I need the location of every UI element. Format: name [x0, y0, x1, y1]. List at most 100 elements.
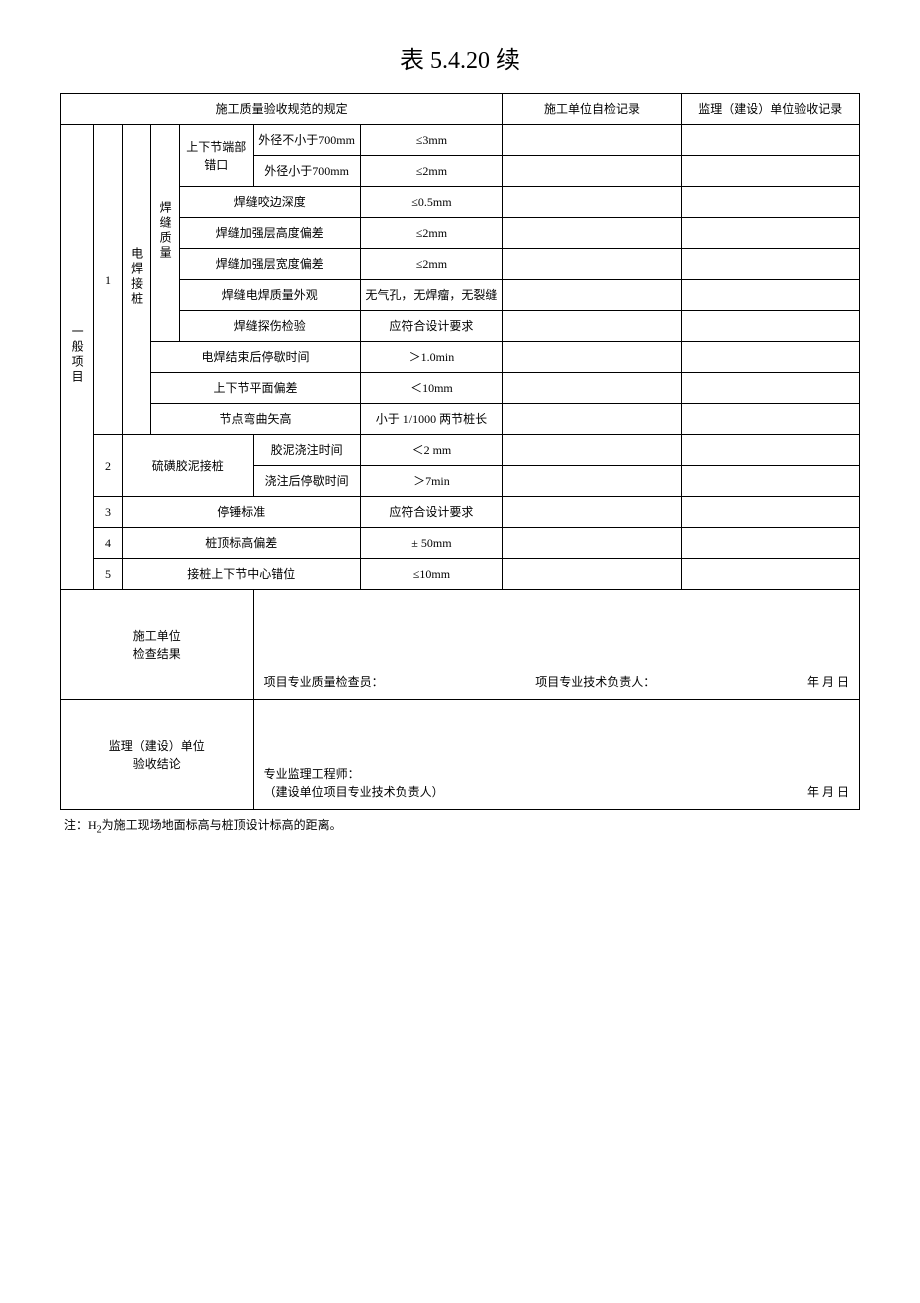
cell-val: 无气孔，无焊瘤，无裂缝 [360, 280, 503, 311]
footer1-date: 年 月 日 [807, 673, 849, 691]
cell-super [681, 280, 859, 311]
footer-contractor: 施工单位 检查结果 项目专业质量检查员： 项目专业技术负责人： 年 月 日 [61, 590, 860, 700]
cell-val: ＞1.0min [360, 342, 503, 373]
footer1-sig1: 项目专业质量检查员： [264, 673, 384, 691]
footer-supervisor: 监理（建设）单位 验收结论 专业监理工程师： （建设单位项目专业技术负责人） 年… [61, 700, 860, 810]
cell-self [503, 249, 681, 280]
offset-group: 上下节端部错口 [179, 125, 253, 187]
cell-self [503, 156, 681, 187]
cell-self [503, 435, 681, 466]
cell-val: ＜2 mm [360, 435, 503, 466]
cell-val: ＜10mm [360, 373, 503, 404]
cell-val: ≤2mm [360, 156, 503, 187]
table-row: 焊缝电焊质量外观 无气孔，无焊瘤，无裂缝 [61, 280, 860, 311]
cell-self [503, 559, 681, 590]
cell-self [503, 497, 681, 528]
group1-label: 电焊接桩 [122, 125, 151, 435]
cell-super [681, 497, 859, 528]
cell-label: 焊缝加强层宽度偏差 [179, 249, 360, 280]
cell-label: 浇注后停歇时间 [253, 466, 360, 497]
cell-super [681, 187, 859, 218]
cell-label: 焊缝加强层高度偏差 [179, 218, 360, 249]
table-row: 焊缝加强层高度偏差 ≤2mm [61, 218, 860, 249]
table-row: 电焊结束后停歇时间 ＞1.0min [61, 342, 860, 373]
cell-self [503, 125, 681, 156]
cell-super [681, 311, 859, 342]
table-row: 一般项目 1 电焊接桩 焊缝质量 上下节端部错口 外径不小于700mm ≤3mm [61, 125, 860, 156]
cell-label: 焊缝探伤检验 [179, 311, 360, 342]
cell-super [681, 435, 859, 466]
cell-label: 焊缝电焊质量外观 [179, 280, 360, 311]
cell-self [503, 280, 681, 311]
cell-super [681, 342, 859, 373]
section-label: 一般项目 [61, 125, 94, 590]
cell-val: ≤10mm [360, 559, 503, 590]
inspection-table: 施工质量验收规范的规定 施工单位自检记录 监理（建设）单位验收记录 一般项目 1… [60, 93, 860, 810]
cell-val: 应符合设计要求 [360, 311, 503, 342]
row-num-5: 5 [94, 559, 123, 590]
cell-super [681, 404, 859, 435]
footer2-content: 专业监理工程师： （建设单位项目专业技术负责人） 年 月 日 [253, 700, 859, 810]
cell-val: ≤2mm [360, 249, 503, 280]
table-row: 上下节平面偏差 ＜10mm [61, 373, 860, 404]
table-row: 2 硫磺胶泥接桩 胶泥浇注时间 ＜2 mm [61, 435, 860, 466]
cell-label: 节点弯曲矢高 [151, 404, 360, 435]
footer2-date: 年 月 日 [807, 783, 849, 801]
header-super: 监理（建设）单位验收记录 [681, 94, 859, 125]
cell-super [681, 156, 859, 187]
cell-val: ≤3mm [360, 125, 503, 156]
footer2-label: 监理（建设）单位 验收结论 [61, 700, 254, 810]
cell-label: 焊缝咬边深度 [179, 187, 360, 218]
table-row: 3 停锤标准 应符合设计要求 [61, 497, 860, 528]
cell-self [503, 342, 681, 373]
cell-super [681, 373, 859, 404]
cell-label: 上下节平面偏差 [151, 373, 360, 404]
cell-val: ＞7min [360, 466, 503, 497]
cell-self [503, 311, 681, 342]
cell-val: ± 50mm [360, 528, 503, 559]
footer1-label: 施工单位 检查结果 [61, 590, 254, 700]
cell-super [681, 218, 859, 249]
header-self: 施工单位自检记录 [503, 94, 681, 125]
weld-group: 焊缝质量 [151, 125, 180, 342]
cell-super [681, 125, 859, 156]
footer1-sig2: 项目专业技术负责人： [535, 673, 655, 691]
cell-self [503, 528, 681, 559]
table-row: 5 接桩上下节中心错位 ≤10mm [61, 559, 860, 590]
cell-self [503, 218, 681, 249]
cell-super [681, 249, 859, 280]
footer2-sig2: （建设单位项目专业技术负责人） [264, 783, 444, 801]
cell-label: 外径不小于700mm [253, 125, 360, 156]
table-row: 节点弯曲矢高 小于 1/1000 两节桩长 [61, 404, 860, 435]
header-spec: 施工质量验收规范的规定 [61, 94, 503, 125]
cell-self [503, 404, 681, 435]
row-num-2: 2 [94, 435, 123, 497]
cell-super [681, 559, 859, 590]
table-row: 焊缝探伤检验 应符合设计要求 [61, 311, 860, 342]
row-num-3: 3 [94, 497, 123, 528]
group2-label: 硫磺胶泥接桩 [122, 435, 253, 497]
footer1-content: 项目专业质量检查员： 项目专业技术负责人： 年 月 日 [253, 590, 859, 700]
footnote: 注：H2为施工现场地面标高与桩顶设计标高的距离。 [60, 816, 860, 835]
cell-val: ≤0.5mm [360, 187, 503, 218]
table-row: 焊缝加强层宽度偏差 ≤2mm [61, 249, 860, 280]
cell-label: 胶泥浇注时间 [253, 435, 360, 466]
cell-label: 接桩上下节中心错位 [122, 559, 360, 590]
cell-self [503, 187, 681, 218]
cell-val: ≤2mm [360, 218, 503, 249]
table-header: 施工质量验收规范的规定 施工单位自检记录 监理（建设）单位验收记录 [61, 94, 860, 125]
cell-label: 停锤标准 [122, 497, 360, 528]
cell-super [681, 528, 859, 559]
table-row: 焊缝咬边深度 ≤0.5mm [61, 187, 860, 218]
cell-val: 应符合设计要求 [360, 497, 503, 528]
page-title: 表 5.4.20 续 [60, 40, 860, 75]
cell-self [503, 373, 681, 404]
cell-super [681, 466, 859, 497]
cell-label: 外径小于700mm [253, 156, 360, 187]
cell-self [503, 466, 681, 497]
table-row: 4 桩顶标高偏差 ± 50mm [61, 528, 860, 559]
row-num-1: 1 [94, 125, 123, 435]
cell-val: 小于 1/1000 两节桩长 [360, 404, 503, 435]
cell-label: 桩顶标高偏差 [122, 528, 360, 559]
cell-label: 电焊结束后停歇时间 [151, 342, 360, 373]
